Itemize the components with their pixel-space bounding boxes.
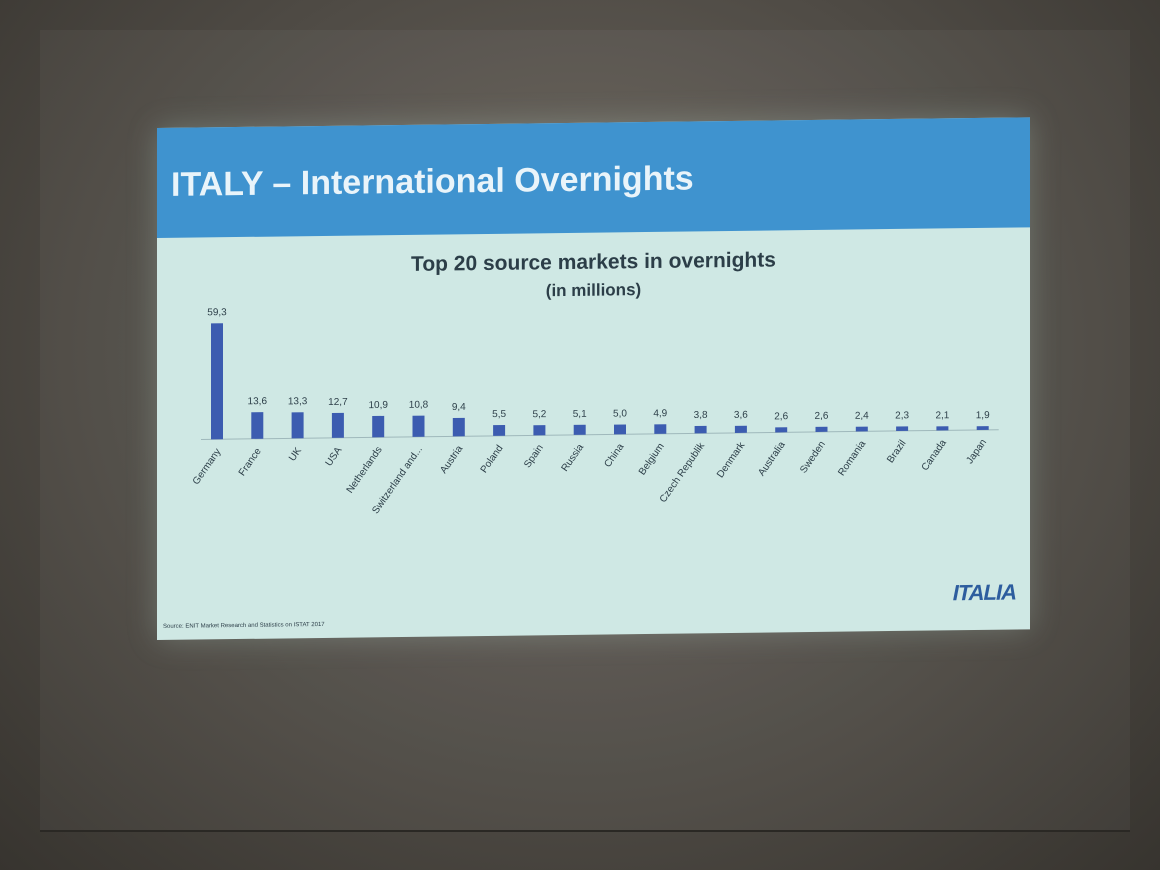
value-label-14: 2,6 [774,411,788,422]
category-label-3: USA [324,445,345,468]
category-label-12: Czech Republik [658,440,708,505]
category-label-2: UK [287,445,304,463]
value-label-6: 9,4 [452,402,466,413]
italia-logo: ITALIA [953,580,1016,607]
category-label-0: Germany [191,447,224,487]
value-label-17: 2,3 [895,410,909,421]
category-label-18: Canada [920,437,949,472]
category-label-17: Brazil [885,438,908,465]
bar-6 [452,417,465,437]
bar-17 [896,426,909,431]
bar-19 [976,426,989,430]
category-label-14: Australia [756,439,788,478]
category-label-1: France [237,446,264,478]
bar-13 [734,425,747,433]
value-label-19: 1,9 [976,410,990,421]
value-label-3: 12,7 [328,397,348,408]
logo-text: ITALIA [952,579,1016,606]
bar-4 [372,415,385,438]
value-label-2: 13,3 [288,396,308,407]
bar-7 [493,424,506,436]
category-label-16: Romania [836,438,868,478]
value-label-9: 5,1 [573,409,587,420]
category-label-10: China [602,441,626,469]
value-label-12: 3,8 [694,410,708,421]
value-label-11: 4,9 [653,408,667,419]
bar-18 [936,426,949,431]
value-label-7: 5,5 [492,409,506,420]
category-label-11: Belgium [637,441,667,477]
bar-chart: 59,3 13,6 13,3 12,7 10,9 10,8 9,4 5,5 5,2 5,1 5,0 4… [191,307,999,516]
x-axis [201,429,999,440]
bar-3 [331,412,344,438]
bar-9 [573,424,586,435]
value-label-13: 3,6 [734,410,748,421]
value-label-5: 10,8 [409,400,429,411]
bar-12 [694,425,707,434]
bar-8 [533,425,546,436]
value-label-10: 5,0 [613,408,627,419]
category-label-13: Denmark [715,439,748,480]
category-label-4: Netherlands [345,445,385,496]
bar-14 [775,427,788,433]
bar-15 [815,426,828,432]
bar-11 [654,424,667,434]
value-label-1: 13,6 [248,396,268,407]
bar-16 [855,426,868,432]
bar-2 [291,412,304,439]
value-label-8: 5,2 [532,409,546,420]
value-label-0: 59,3 [207,307,227,318]
value-label-15: 2,6 [815,411,829,422]
bar-10 [614,424,626,435]
value-label-16: 2,4 [855,411,869,422]
category-label-8: Spain [522,443,546,470]
bar-1 [251,412,264,439]
value-label-4: 10,9 [368,400,388,411]
value-label-18: 2,1 [935,410,949,421]
bar-5 [412,415,425,437]
bar-0 [211,323,223,440]
category-label-7: Poland [479,443,506,475]
category-label-6: Austria [438,443,465,475]
category-label-9: Russia [560,442,587,474]
category-label-19: Japan [965,437,990,466]
category-label-15: Sweden [798,439,828,475]
presentation-slide: ITALY – International Overnights Top 20 … [157,117,1030,641]
